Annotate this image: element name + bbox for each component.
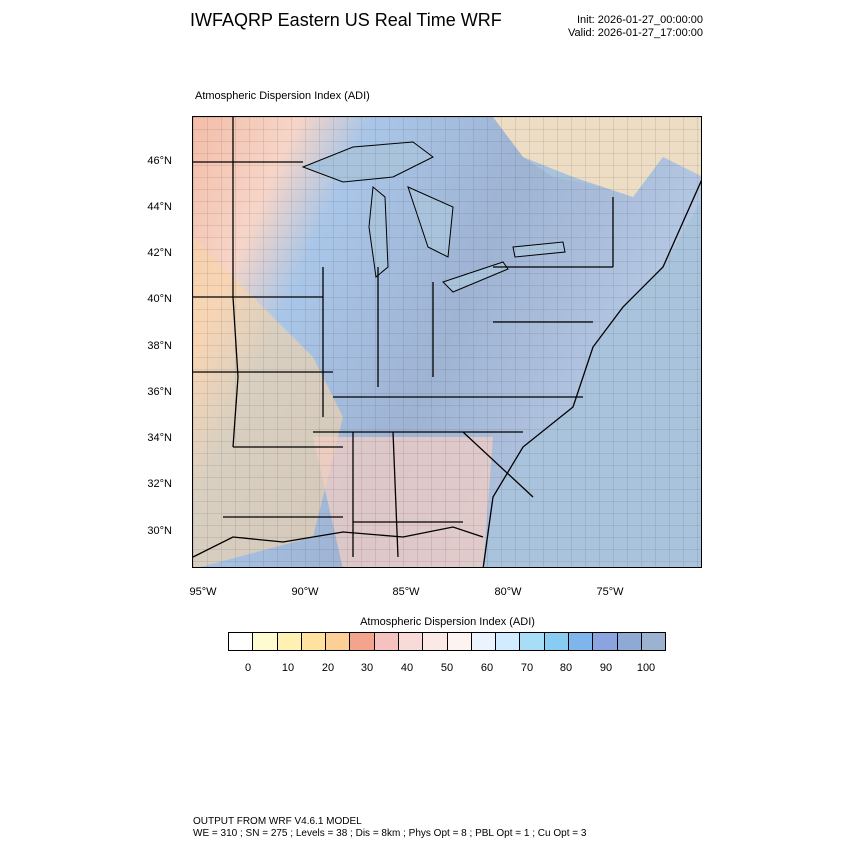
lon-tick: 85°W	[392, 586, 420, 598]
legend-swatch	[616, 633, 641, 650]
legend-swatch	[422, 633, 447, 650]
lon-tick: 75°W	[596, 586, 624, 598]
footer-line-1: OUTPUT FROM WRF V4.6.1 MODEL	[193, 816, 362, 827]
legend-tick: 20	[321, 662, 335, 674]
state-boundaries	[193, 117, 614, 558]
legend-tick: 50	[440, 662, 454, 674]
legend-swatch	[470, 633, 496, 650]
lat-tick: 40°N	[147, 293, 172, 305]
legend-tick: 90	[599, 662, 613, 674]
legend-swatch	[276, 633, 301, 650]
legend-tick: 80	[559, 662, 573, 674]
legend-swatch	[543, 633, 568, 650]
map-title: IWFAQRP Eastern US Real Time WRF	[190, 10, 502, 30]
map-variable-label: Atmospheric Dispersion Index (ADI)	[195, 90, 370, 102]
legend-swatch	[373, 633, 398, 650]
legend-swatch	[252, 633, 277, 650]
legend-swatch	[300, 633, 326, 650]
coastline	[482, 179, 701, 567]
legend-swatch	[397, 633, 423, 650]
lon-tick: 95°W	[189, 586, 217, 598]
legend-swatch	[567, 633, 593, 650]
valid-time: Valid: 2026-01-27_17:00:00	[568, 27, 703, 39]
gulf-coast	[193, 526, 484, 558]
legend-title: Atmospheric Dispersion Index (ADI)	[360, 616, 535, 628]
legend-swatch	[640, 633, 666, 650]
footer-line-2: WE = 310 ; SN = 275 ; Levels = 38 ; Dis …	[193, 828, 587, 839]
legend-swatch	[229, 633, 253, 650]
map-canvas	[193, 117, 701, 567]
legend-tick: 30	[360, 662, 374, 674]
model-info: OUTPUT FROM WRF V4.6.1 MODEL WE = 310 ; …	[193, 816, 586, 840]
legend-swatch	[349, 633, 374, 650]
legend-tick: 10	[281, 662, 295, 674]
lon-tick: 80°W	[494, 586, 522, 598]
legend-tick: 70	[520, 662, 534, 674]
legend-swatch	[592, 633, 617, 650]
color-legend-bar	[228, 632, 666, 651]
lat-tick: 36°N	[147, 386, 172, 398]
run-times: Init: 2026-01-27_00:00:00 Valid: 2026-01…	[568, 14, 703, 40]
lat-tick: 46°N	[147, 155, 172, 167]
lat-tick: 38°N	[147, 340, 172, 352]
legend-swatch	[446, 633, 471, 650]
lat-tick: 30°N	[147, 525, 172, 537]
legend-tick: 40	[400, 662, 414, 674]
legend-swatch	[519, 633, 544, 650]
lat-tick: 44°N	[147, 201, 172, 213]
init-time: Init: 2026-01-27_00:00:00	[577, 14, 703, 26]
lat-tick: 34°N	[147, 432, 172, 444]
lon-tick: 90°W	[291, 586, 319, 598]
legend-tick: 60	[480, 662, 494, 674]
lat-tick: 32°N	[147, 478, 172, 490]
legend-swatch	[495, 633, 520, 650]
map-panel	[192, 116, 702, 568]
legend-swatch	[325, 633, 350, 650]
legend-tick: 0	[244, 662, 252, 674]
lat-tick: 42°N	[147, 247, 172, 259]
legend-tick: 100	[636, 662, 656, 674]
